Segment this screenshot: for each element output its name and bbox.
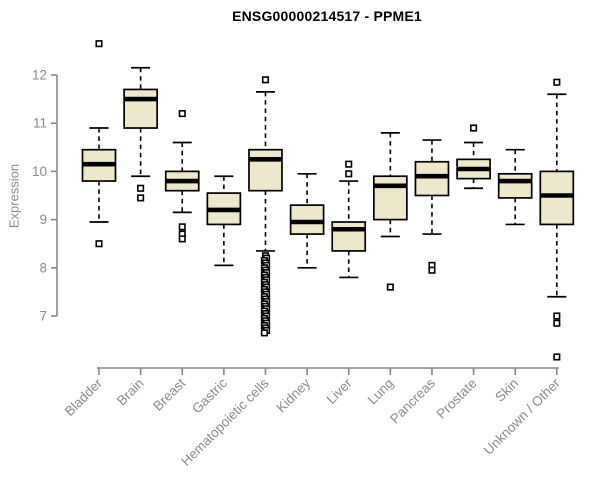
x-category-label-breast: Breast: [150, 375, 188, 413]
outlier-point-unknown-other: [553, 312, 561, 320]
outlier-point-breast: [178, 110, 186, 118]
x-category-label-bladder: Bladder: [62, 375, 106, 419]
box-unknown-other: [539, 170, 575, 226]
outlier-point-bladder: [95, 40, 103, 48]
x-category-label-kidney: Kidney: [273, 375, 313, 415]
y-axis-tick-label: 7: [39, 309, 47, 324]
box-liver: [331, 221, 367, 252]
outlier-point-liver: [345, 160, 353, 168]
x-category-label-unknown-other: Unknown / Other: [481, 375, 564, 458]
box-kidney: [289, 204, 325, 235]
x-category-label-brain: Brain: [114, 376, 147, 409]
outlier-point-pancreas: [428, 266, 436, 274]
x-category-label-gastric: Gastric: [189, 375, 230, 416]
outlier-point-lung: [386, 283, 394, 291]
y-axis-tick-label: 9: [39, 212, 47, 227]
box-brain: [123, 88, 158, 129]
x-category-label-prostate: Prostate: [434, 376, 480, 422]
outlier-point-hematopoietic-cells: [260, 329, 268, 337]
outlier-point-liver: [345, 170, 353, 178]
x-category-label-skin: Skin: [492, 376, 521, 405]
box-pancreas: [414, 160, 450, 197]
outlier-point-brain: [137, 184, 145, 192]
y-axis-tick-label: 8: [39, 260, 47, 275]
y-axis-tick-label: 12: [32, 68, 47, 83]
outlier-point-unknown-other: [553, 353, 561, 361]
outlier-point-hematopoietic-cells: [261, 76, 270, 84]
box-hematopoietic-cells: [248, 148, 283, 192]
outlier-point-bladder: [95, 240, 103, 248]
box-skin: [497, 172, 533, 199]
x-category-label-liver: Liver: [324, 375, 356, 407]
outlier-point-breast: [178, 235, 186, 243]
outlier-point-breast: [178, 223, 186, 231]
box-lung: [372, 175, 408, 221]
x-category-label-pancreas: Pancreas: [387, 375, 438, 426]
y-axis-tick-label: 10: [32, 164, 47, 179]
outlier-point-brain: [137, 194, 145, 202]
chart-title: ENSG00000214517 - PPME1: [232, 8, 422, 24]
outlier-point-prostate: [470, 124, 478, 132]
y-axis-tick-label: 11: [33, 116, 47, 131]
outlier-point-unknown-other: [553, 78, 561, 86]
x-category-label-lung: Lung: [365, 376, 397, 408]
outlier-point-unknown-other: [553, 319, 561, 327]
